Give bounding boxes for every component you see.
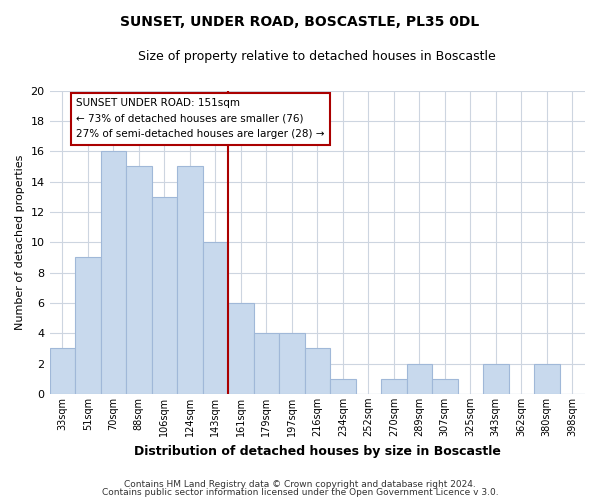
- Bar: [534, 364, 560, 394]
- Text: SUNSET, UNDER ROAD, BOSCASTLE, PL35 0DL: SUNSET, UNDER ROAD, BOSCASTLE, PL35 0DL: [121, 15, 479, 29]
- Bar: [50, 348, 75, 394]
- Bar: [330, 378, 356, 394]
- Bar: [228, 303, 254, 394]
- Bar: [407, 364, 432, 394]
- Bar: [254, 333, 279, 394]
- Text: Contains HM Land Registry data © Crown copyright and database right 2024.: Contains HM Land Registry data © Crown c…: [124, 480, 476, 489]
- Bar: [101, 151, 126, 394]
- Bar: [483, 364, 509, 394]
- Bar: [177, 166, 203, 394]
- Bar: [381, 378, 407, 394]
- Text: Contains public sector information licensed under the Open Government Licence v : Contains public sector information licen…: [101, 488, 499, 497]
- Title: Size of property relative to detached houses in Boscastle: Size of property relative to detached ho…: [139, 50, 496, 63]
- X-axis label: Distribution of detached houses by size in Boscastle: Distribution of detached houses by size …: [134, 444, 501, 458]
- Text: SUNSET UNDER ROAD: 151sqm
← 73% of detached houses are smaller (76)
27% of semi-: SUNSET UNDER ROAD: 151sqm ← 73% of detac…: [76, 98, 325, 140]
- Bar: [432, 378, 458, 394]
- Bar: [305, 348, 330, 394]
- Bar: [126, 166, 152, 394]
- Bar: [75, 258, 101, 394]
- Y-axis label: Number of detached properties: Number of detached properties: [15, 154, 25, 330]
- Bar: [279, 333, 305, 394]
- Bar: [152, 196, 177, 394]
- Bar: [203, 242, 228, 394]
